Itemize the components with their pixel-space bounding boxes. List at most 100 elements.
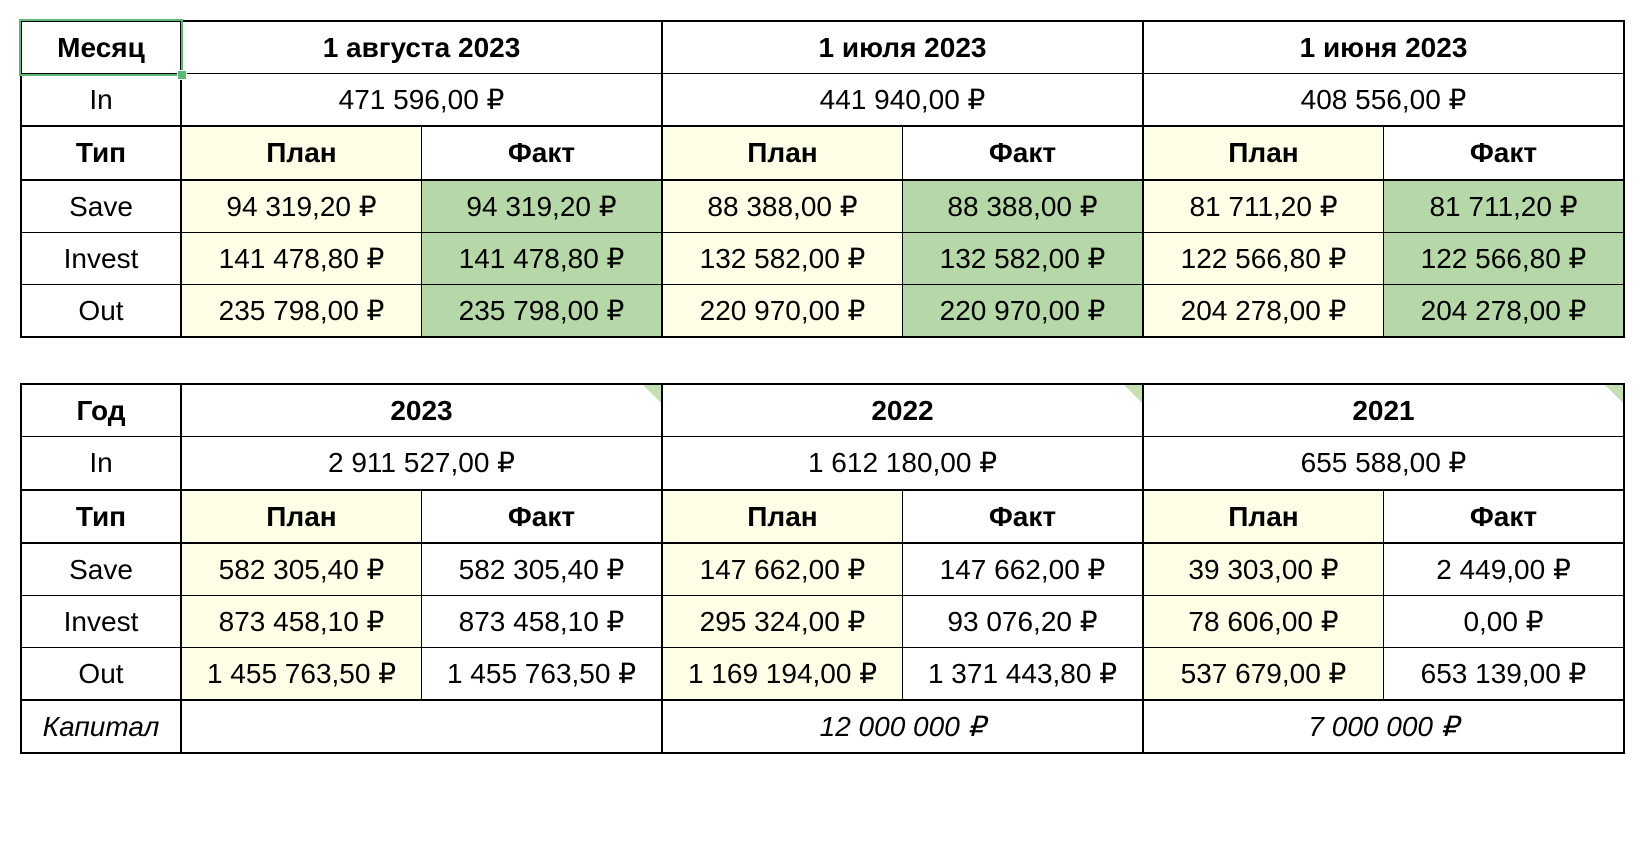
data-cell[interactable]: 94 319,20 ₽ [422,180,663,233]
fact-header-cell[interactable]: Факт [903,126,1144,179]
period-header-cell[interactable]: 2022 [662,384,1143,437]
table-row: Год 2023 2022 2021 [21,384,1624,437]
table-row: Invest 873 458,10 ₽ 873 458,10 ₽ 295 324… [21,595,1624,647]
table-row: Тип План Факт План Факт План Факт [21,126,1624,179]
table-row: Тип План Факт План Факт План Факт [21,490,1624,543]
data-cell[interactable]: 582 305,40 ₽ [422,543,663,596]
table-row: Save 582 305,40 ₽ 582 305,40 ₽ 147 662,0… [21,543,1624,596]
in-value-cell[interactable]: 441 940,00 ₽ [662,74,1143,127]
data-cell[interactable]: 1 455 763,50 ₽ [181,648,422,701]
monthly-table: Месяц 1 августа 2023 1 июля 2023 1 июня … [20,20,1625,338]
yearly-table: Год 2023 2022 2021 In 2 911 527,00 ₽ 1 6… [20,383,1625,754]
in-label-cell[interactable]: In [21,437,181,490]
capital-value-cell[interactable]: 7 000 000 ₽ [1143,700,1624,753]
capital-label-cell[interactable]: Капитал [21,700,181,753]
cell-label: Месяц [57,32,145,63]
cell-note-icon[interactable] [1124,385,1142,403]
table-row: Месяц 1 августа 2023 1 июля 2023 1 июня … [21,21,1624,74]
data-cell[interactable]: 537 679,00 ₽ [1143,648,1384,701]
type-label-cell[interactable]: Тип [21,126,181,179]
data-cell[interactable]: 204 278,00 ₽ [1384,284,1625,337]
data-cell[interactable]: 582 305,40 ₽ [181,543,422,596]
data-cell[interactable]: 94 319,20 ₽ [181,180,422,233]
data-cell[interactable]: 653 139,00 ₽ [1384,648,1625,701]
period-header-cell[interactable]: 2023 [181,384,662,437]
plan-header-cell[interactable]: План [181,490,422,543]
table-row: Out 1 455 763,50 ₽ 1 455 763,50 ₽ 1 169 … [21,648,1624,701]
table-row: In 2 911 527,00 ₽ 1 612 180,00 ₽ 655 588… [21,437,1624,490]
data-cell[interactable]: 147 662,00 ₽ [903,543,1144,596]
period-header-cell[interactable]: 1 июля 2023 [662,21,1143,74]
data-cell[interactable]: 141 478,80 ₽ [181,232,422,284]
yearly-table-wrap: Год 2023 2022 2021 In 2 911 527,00 ₽ 1 6… [20,383,1625,754]
table-row: Save 94 319,20 ₽ 94 319,20 ₽ 88 388,00 ₽… [21,180,1624,233]
data-cell[interactable]: 141 478,80 ₽ [422,232,663,284]
fact-header-cell[interactable]: Факт [422,490,663,543]
period-header-cell[interactable]: 1 июня 2023 [1143,21,1624,74]
data-cell[interactable]: 39 303,00 ₽ [1143,543,1384,596]
fact-header-cell[interactable]: Факт [1384,490,1625,543]
table-row: Invest 141 478,80 ₽ 141 478,80 ₽ 132 582… [21,232,1624,284]
cell-note-icon[interactable] [643,385,661,403]
plan-header-cell[interactable]: План [1143,126,1384,179]
type-label-cell[interactable]: Тип [21,490,181,543]
data-cell[interactable]: 295 324,00 ₽ [662,595,903,647]
plan-header-cell[interactable]: План [181,126,422,179]
fact-header-cell[interactable]: Факт [1384,126,1625,179]
fact-header-cell[interactable]: Факт [422,126,663,179]
period-header-cell[interactable]: 2021 [1143,384,1624,437]
data-cell[interactable]: 132 582,00 ₽ [662,232,903,284]
data-cell[interactable]: 1 169 194,00 ₽ [662,648,903,701]
data-cell[interactable]: 88 388,00 ₽ [662,180,903,233]
in-value-cell[interactable]: 1 612 180,00 ₽ [662,437,1143,490]
data-cell[interactable]: 2 449,00 ₽ [1384,543,1625,596]
in-label-cell[interactable]: In [21,74,181,127]
plan-header-cell[interactable]: План [662,490,903,543]
cell-note-icon[interactable] [1605,385,1623,403]
data-cell[interactable]: 204 278,00 ₽ [1143,284,1384,337]
in-value-cell[interactable]: 655 588,00 ₽ [1143,437,1624,490]
plan-header-cell[interactable]: План [1143,490,1384,543]
table-row: Капитал 12 000 000 ₽ 7 000 000 ₽ [21,700,1624,753]
data-cell[interactable]: 873 458,10 ₽ [422,595,663,647]
cell-label: 2022 [871,395,933,426]
capital-value-cell[interactable] [181,700,662,753]
data-cell[interactable]: 0,00 ₽ [1384,595,1625,647]
data-cell[interactable]: 122 566,80 ₽ [1143,232,1384,284]
data-cell[interactable]: 81 711,20 ₽ [1143,180,1384,233]
data-cell[interactable]: 235 798,00 ₽ [422,284,663,337]
row-label-cell[interactable]: Out [21,284,181,337]
data-cell[interactable]: 235 798,00 ₽ [181,284,422,337]
data-cell[interactable]: 132 582,00 ₽ [903,232,1144,284]
data-cell[interactable]: 1 371 443,80 ₽ [903,648,1144,701]
data-cell[interactable]: 122 566,80 ₽ [1384,232,1625,284]
data-cell[interactable]: 81 711,20 ₽ [1384,180,1625,233]
table-row: In 471 596,00 ₽ 441 940,00 ₽ 408 556,00 … [21,74,1624,127]
data-cell[interactable]: 93 076,20 ₽ [903,595,1144,647]
data-cell[interactable]: 78 606,00 ₽ [1143,595,1384,647]
data-cell[interactable]: 1 455 763,50 ₽ [422,648,663,701]
in-value-cell[interactable]: 2 911 527,00 ₽ [181,437,662,490]
year-header-cell[interactable]: Год [21,384,181,437]
row-label-cell[interactable]: Invest [21,232,181,284]
data-cell[interactable]: 873 458,10 ₽ [181,595,422,647]
row-label-cell[interactable]: Invest [21,595,181,647]
row-label-cell[interactable]: Out [21,648,181,701]
plan-header-cell[interactable]: План [662,126,903,179]
data-cell[interactable]: 220 970,00 ₽ [662,284,903,337]
data-cell[interactable]: 220 970,00 ₽ [903,284,1144,337]
cell-label: 2023 [390,395,452,426]
monthly-table-wrap: Месяц 1 августа 2023 1 июля 2023 1 июня … [20,20,1625,338]
table-row: Out 235 798,00 ₽ 235 798,00 ₽ 220 970,00… [21,284,1624,337]
in-value-cell[interactable]: 471 596,00 ₽ [181,74,662,127]
cell-label: 2021 [1352,395,1414,426]
data-cell[interactable]: 147 662,00 ₽ [662,543,903,596]
month-header-cell[interactable]: Месяц [21,21,181,74]
in-value-cell[interactable]: 408 556,00 ₽ [1143,74,1624,127]
row-label-cell[interactable]: Save [21,543,181,596]
row-label-cell[interactable]: Save [21,180,181,233]
fact-header-cell[interactable]: Факт [903,490,1144,543]
period-header-cell[interactable]: 1 августа 2023 [181,21,662,74]
capital-value-cell[interactable]: 12 000 000 ₽ [662,700,1143,753]
data-cell[interactable]: 88 388,00 ₽ [903,180,1144,233]
